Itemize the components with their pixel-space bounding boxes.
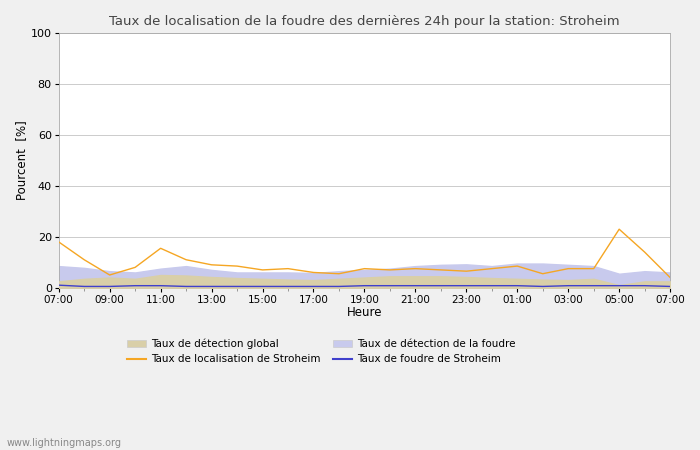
Text: www.lightningmaps.org: www.lightningmaps.org xyxy=(7,438,122,448)
X-axis label: Heure: Heure xyxy=(346,306,382,319)
Legend: Taux de détection global, Taux de localisation de Stroheim, Taux de détection de: Taux de détection global, Taux de locali… xyxy=(127,339,516,365)
Y-axis label: Pourcent  [%]: Pourcent [%] xyxy=(15,121,28,200)
Title: Taux de localisation de la foudre des dernières 24h pour la station: Stroheim: Taux de localisation de la foudre des de… xyxy=(109,15,620,28)
